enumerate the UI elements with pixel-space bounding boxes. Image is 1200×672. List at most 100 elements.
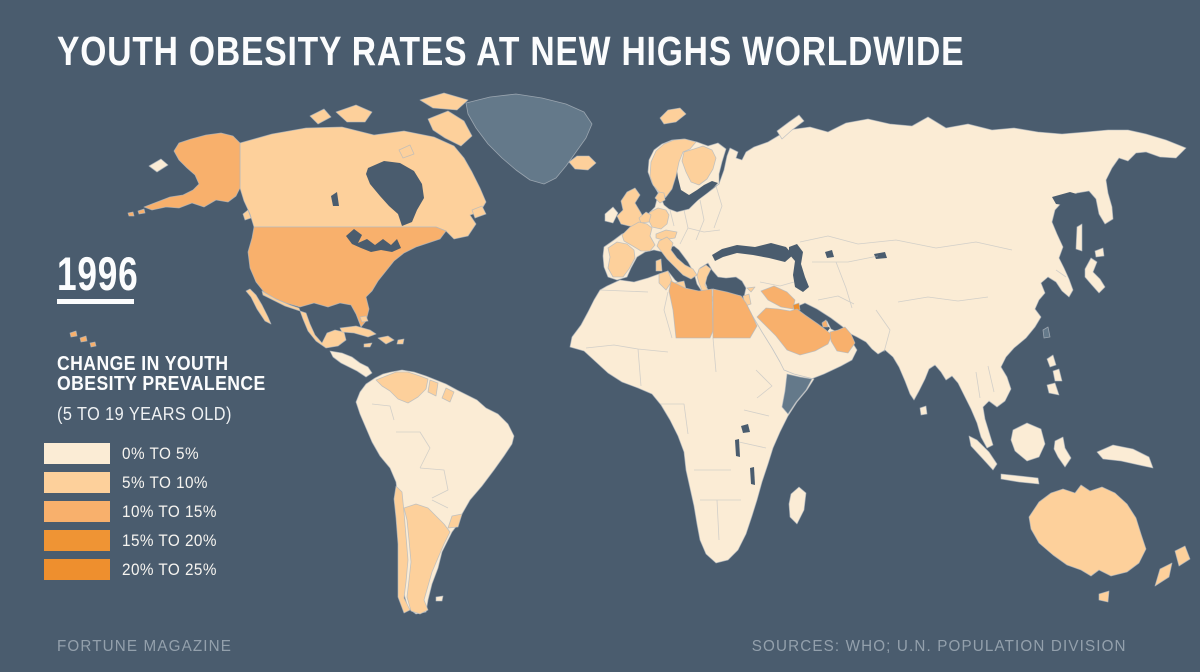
map-water-bodies [331,154,1100,485]
country-somalia [781,373,813,415]
country-qatar [821,319,829,328]
country-greenland [465,93,593,185]
country-french-guiana [441,387,455,403]
lake-victoria [741,424,750,433]
lake-winnipeg [331,192,339,206]
country-falkland-islands [435,595,444,602]
page-title: YOUTH OBESITY RATES AT NEW HIGHS WORLDWI… [57,28,1163,75]
country-hokkaido [1094,247,1105,258]
legend-label: 20% TO 25% [122,559,217,579]
country-denmark [654,191,666,204]
country-madagascar [788,486,807,525]
south-america-borders [371,403,449,509]
country-spain [607,241,636,278]
country-south-america [355,369,515,615]
legend-heading-line1: CHANGE IN YOUTH [57,353,229,375]
country-newfoundland [471,205,487,219]
legend-subheading: (5 TO 19 YEARS OLD) [57,403,256,425]
legend-label: 10% TO 15% [122,501,217,521]
country-japan [1084,257,1106,294]
country-canada [239,126,487,240]
map-landmasses [69,92,1191,615]
country-mexico [261,290,347,349]
asia-borders [759,235,1067,399]
year-text: 1996 [57,247,139,300]
legend-swatch-20-25 [44,559,110,580]
country-sumatra [968,435,998,471]
country-sulawesi [1053,436,1072,468]
hudson-bay [366,161,424,226]
country-java [1000,473,1040,485]
country-uruguay [447,513,463,529]
footer-sources: SOURCES: WHO; U.N. POPULATION DIVISION [752,638,1127,655]
legend-swatch-15-20 [44,530,110,551]
country-sardinia [655,258,663,272]
legend-row: 5% TO 10% [44,472,228,493]
country-tasmania [1098,590,1110,603]
country-cuba [339,325,377,338]
country-bering-island [148,158,169,173]
africa-borders [585,289,773,541]
country-australia [1028,484,1147,577]
country-borneo [1010,422,1046,462]
country-france [621,221,656,252]
footer-credit: FORTUNE MAGAZINE [57,638,233,655]
country-cyprus [746,286,756,293]
country-svalbard [659,107,687,125]
country-egypt [712,288,758,339]
sea-of-okhotsk [1052,192,1100,231]
country-alaska [143,132,241,211]
country-switzerland-austria [655,229,678,241]
country-saudi-arabia [756,307,833,356]
country-taiwan [1042,326,1051,339]
country-ireland [604,206,619,224]
country-bahamas [359,315,369,323]
country-chile [393,485,411,614]
country-oman-uae [829,326,856,354]
legend-row: 20% TO 25% [44,559,228,580]
year-label: 1996 [57,246,166,301]
legend-row: 15% TO 20% [44,530,228,551]
legend-subheading-text: (5 TO 19 YEARS OLD) [57,403,232,424]
legend-swatch-10-15 [44,501,110,522]
country-usa [247,226,447,328]
country-kuwait [792,302,801,311]
legend-row: 0% TO 5% [44,443,228,464]
lake-malawi [750,467,755,485]
country-jamaica [363,342,373,348]
country-hispaniola [377,335,395,345]
map-interior-borders [371,185,1067,541]
legend-swatch-5-10 [44,472,110,493]
legend-row: 10% TO 15% [44,501,228,522]
country-new-zealand-north [1174,545,1191,567]
country-tunisia [658,270,673,291]
great-lakes [346,229,401,252]
aral-sea [825,250,834,258]
legend-heading: CHANGE IN YOUTH OBESITY PREVALENCE [57,354,294,394]
legend-heading-line2: OBESITY PREVALENCE [57,373,266,395]
country-novaya-zemlya [776,114,805,140]
legend-label: 15% TO 20% [122,530,217,550]
caspian-sea [789,244,809,292]
country-argentina [403,503,451,615]
country-guyana [427,379,439,397]
country-aleutian-islands [127,208,146,217]
country-vancouver-island [242,209,252,221]
lake-tanganyika [735,439,740,457]
map-country-patches [375,138,856,615]
country-venezuela [375,371,429,404]
country-central-america [329,350,373,378]
country-libya [668,280,714,339]
persian-gulf [795,305,830,332]
baltic-sea [663,154,718,210]
year-underline [57,299,134,304]
black-sea [712,243,793,262]
legend-label: 0% TO 5% [122,443,200,463]
legend-swatch-0-5 [44,443,110,464]
country-new-guinea [1096,444,1154,469]
country-greece [696,264,712,294]
country-puerto-rico [396,338,405,345]
country-philippines [1046,354,1063,396]
